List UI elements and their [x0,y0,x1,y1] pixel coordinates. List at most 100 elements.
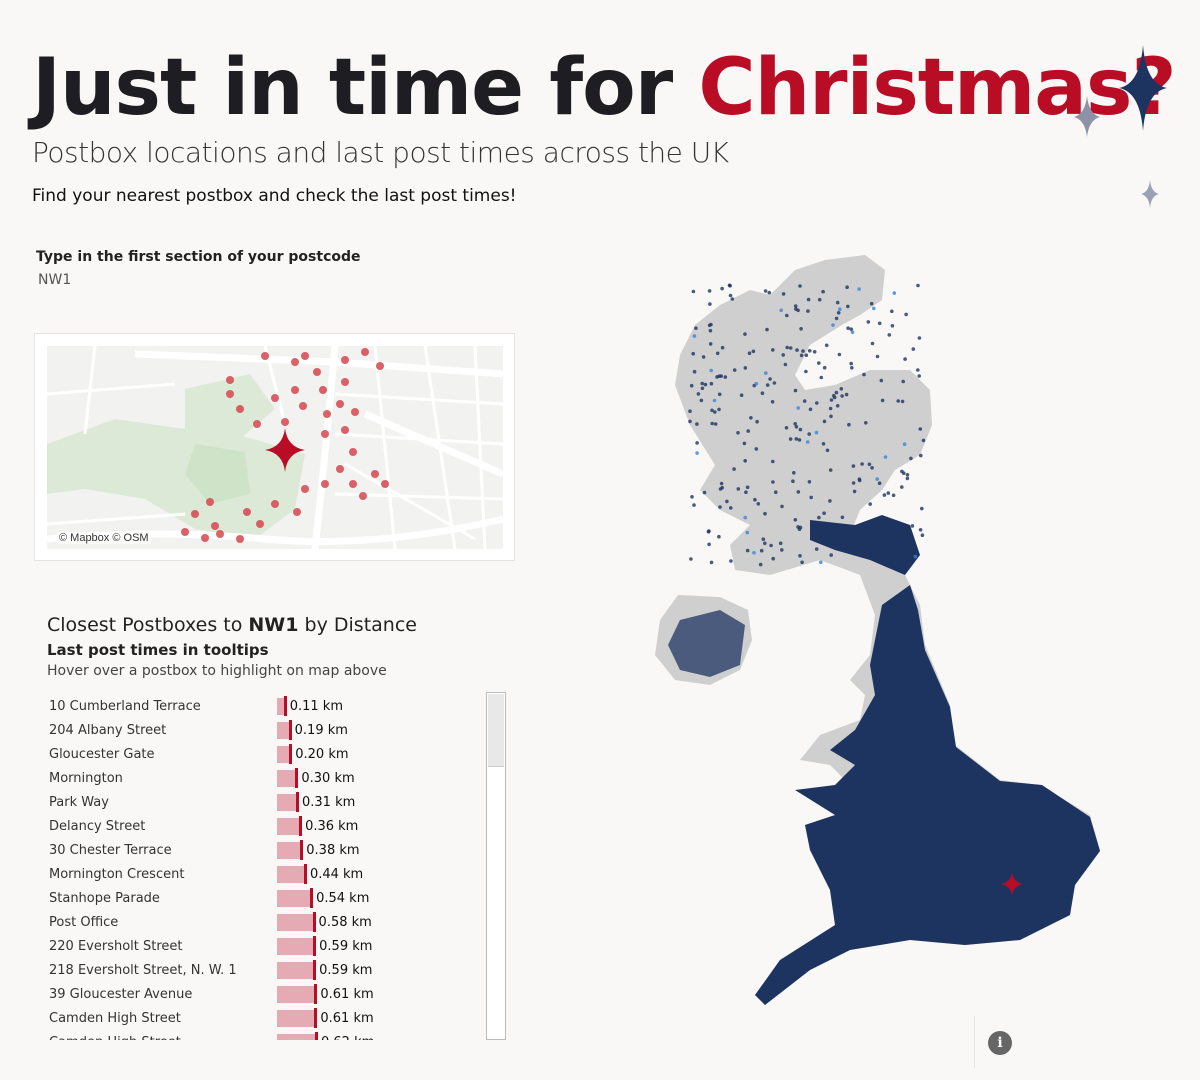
postbox-dot[interactable] [216,530,224,538]
info-icon[interactable]: i [988,1031,1012,1055]
postbox-dot[interactable] [236,535,244,543]
postbox-dot[interactable] [361,348,369,356]
postbox-row[interactable]: 10 Cumberland Terrace 0.11 km [44,694,484,718]
postbox-point [785,313,789,318]
postbox-row[interactable]: 218 Eversholt Street, N. W. 1 0.59 km [44,958,484,982]
distance-bar[interactable] [277,914,313,931]
postbox-row[interactable]: 204 Albany Street 0.19 km [44,718,484,742]
postbox-row[interactable]: 30 Chester Terrace 0.38 km [44,838,484,862]
distance-bar[interactable] [277,794,296,811]
postbox-dot[interactable] [271,500,279,508]
postbox-dot[interactable] [336,400,344,408]
postbox-dot[interactable] [206,498,214,506]
postbox-dot[interactable] [293,508,301,516]
postbox-point [835,404,840,408]
postbox-point [743,515,747,520]
postbox-distance-list[interactable]: 10 Cumberland Terrace 0.11 km 204 Albany S… [44,692,506,1040]
postbox-dot[interactable] [341,426,349,434]
postbox-dot[interactable] [226,390,234,398]
postbox-dot[interactable] [301,485,309,493]
postbox-row[interactable]: Camden High Street 0.61 km [44,1006,484,1030]
postbox-row[interactable]: Mornington 0.30 km [44,766,484,790]
postbox-point [882,493,887,497]
nearby-postbox-map[interactable]: © Mapbox © OSM [34,333,515,561]
postbox-row[interactable]: Camden High Street 0.62 km [44,1030,484,1040]
postbox-row[interactable]: Stanhope Parade 0.54 km [44,886,484,910]
postbox-row[interactable]: 39 Gloucester Avenue 0.61 km [44,982,484,1006]
scrollbar-thumb[interactable] [488,694,504,767]
postbox-point [718,505,722,509]
postbox-dot[interactable] [376,362,384,370]
postbox-dot[interactable] [349,448,357,456]
postbox-row[interactable]: Post Office 0.58 km [44,910,484,934]
postbox-row[interactable]: Park Way 0.31 km [44,790,484,814]
postbox-dot[interactable] [291,386,299,394]
postbox-point [772,381,777,385]
postbox-point [709,560,714,565]
postbox-point [700,381,704,386]
postbox-point [850,330,855,334]
postbox-point [911,347,916,351]
postbox-row[interactable]: Mornington Crescent 0.44 km [44,862,484,886]
postbox-dot[interactable] [371,470,379,478]
postbox-point [846,526,851,531]
distance-bar[interactable] [277,890,311,907]
postbox-row[interactable]: Delancy Street 0.36 km [44,814,484,838]
postbox-dot[interactable] [341,378,349,386]
postbox-point [723,375,728,379]
postbox-dot[interactable] [201,534,209,542]
postbox-dot[interactable] [336,465,344,473]
postbox-dot[interactable] [271,394,279,402]
postbox-dot[interactable] [181,528,189,536]
postbox-row[interactable]: 220 Eversholt Street 0.59 km [44,934,484,958]
postbox-point [770,400,775,404]
postcode-center-marker [265,428,305,472]
postbox-dot[interactable] [301,352,309,360]
distance-bar[interactable] [277,1010,315,1027]
postbox-dot[interactable] [313,368,321,376]
distance-bar[interactable] [277,962,314,979]
postbox-dot[interactable] [349,480,357,488]
postcode-input[interactable] [34,268,242,292]
postbox-dot[interactable] [256,520,264,528]
postbox-dot[interactable] [281,418,289,426]
postbox-dot[interactable] [323,410,331,418]
postbox-point [763,289,768,293]
uk-postbox-map[interactable] [620,225,1120,1025]
postbox-dot[interactable] [211,522,219,530]
postbox-dot[interactable] [381,480,389,488]
distance-label: 0.54 km [316,891,370,906]
distance-bar[interactable] [277,938,314,955]
info-button[interactable]: i [974,1016,1024,1068]
postbox-dot[interactable] [341,356,349,364]
postbox-dot[interactable] [319,386,327,394]
distance-bar[interactable] [277,698,284,715]
postbox-dot[interactable] [261,352,269,360]
postbox-dot[interactable] [226,376,234,384]
postbox-dot[interactable] [359,492,367,500]
postbox-dot[interactable] [243,508,251,516]
postbox-row[interactable]: Gloucester Gate 0.20 km [44,742,484,766]
postbox-dot[interactable] [291,358,299,366]
postbox-point [890,324,895,328]
distance-bar[interactable] [277,770,296,787]
distance-bar[interactable] [277,746,290,763]
distance-bar[interactable] [277,722,289,739]
distance-bar[interactable] [277,1034,315,1040]
postbox-dot[interactable] [321,430,329,438]
postbox-dot[interactable] [299,402,307,410]
postbox-dot[interactable] [351,408,359,416]
postbox-name: Gloucester Gate [49,747,155,762]
distance-bar[interactable] [277,866,304,883]
postbox-dot[interactable] [191,510,199,518]
distance-bar[interactable] [277,818,300,835]
distance-bar[interactable] [277,842,301,859]
postbox-point [814,547,819,551]
list-scrollbar[interactable] [486,692,506,1040]
postbox-dot[interactable] [321,480,329,488]
postbox-dot[interactable] [236,405,244,413]
distance-label: 0.58 km [318,915,372,930]
postbox-dot[interactable] [253,420,261,428]
postbox-name: Camden High Street [49,1035,181,1040]
distance-bar[interactable] [277,986,315,1003]
